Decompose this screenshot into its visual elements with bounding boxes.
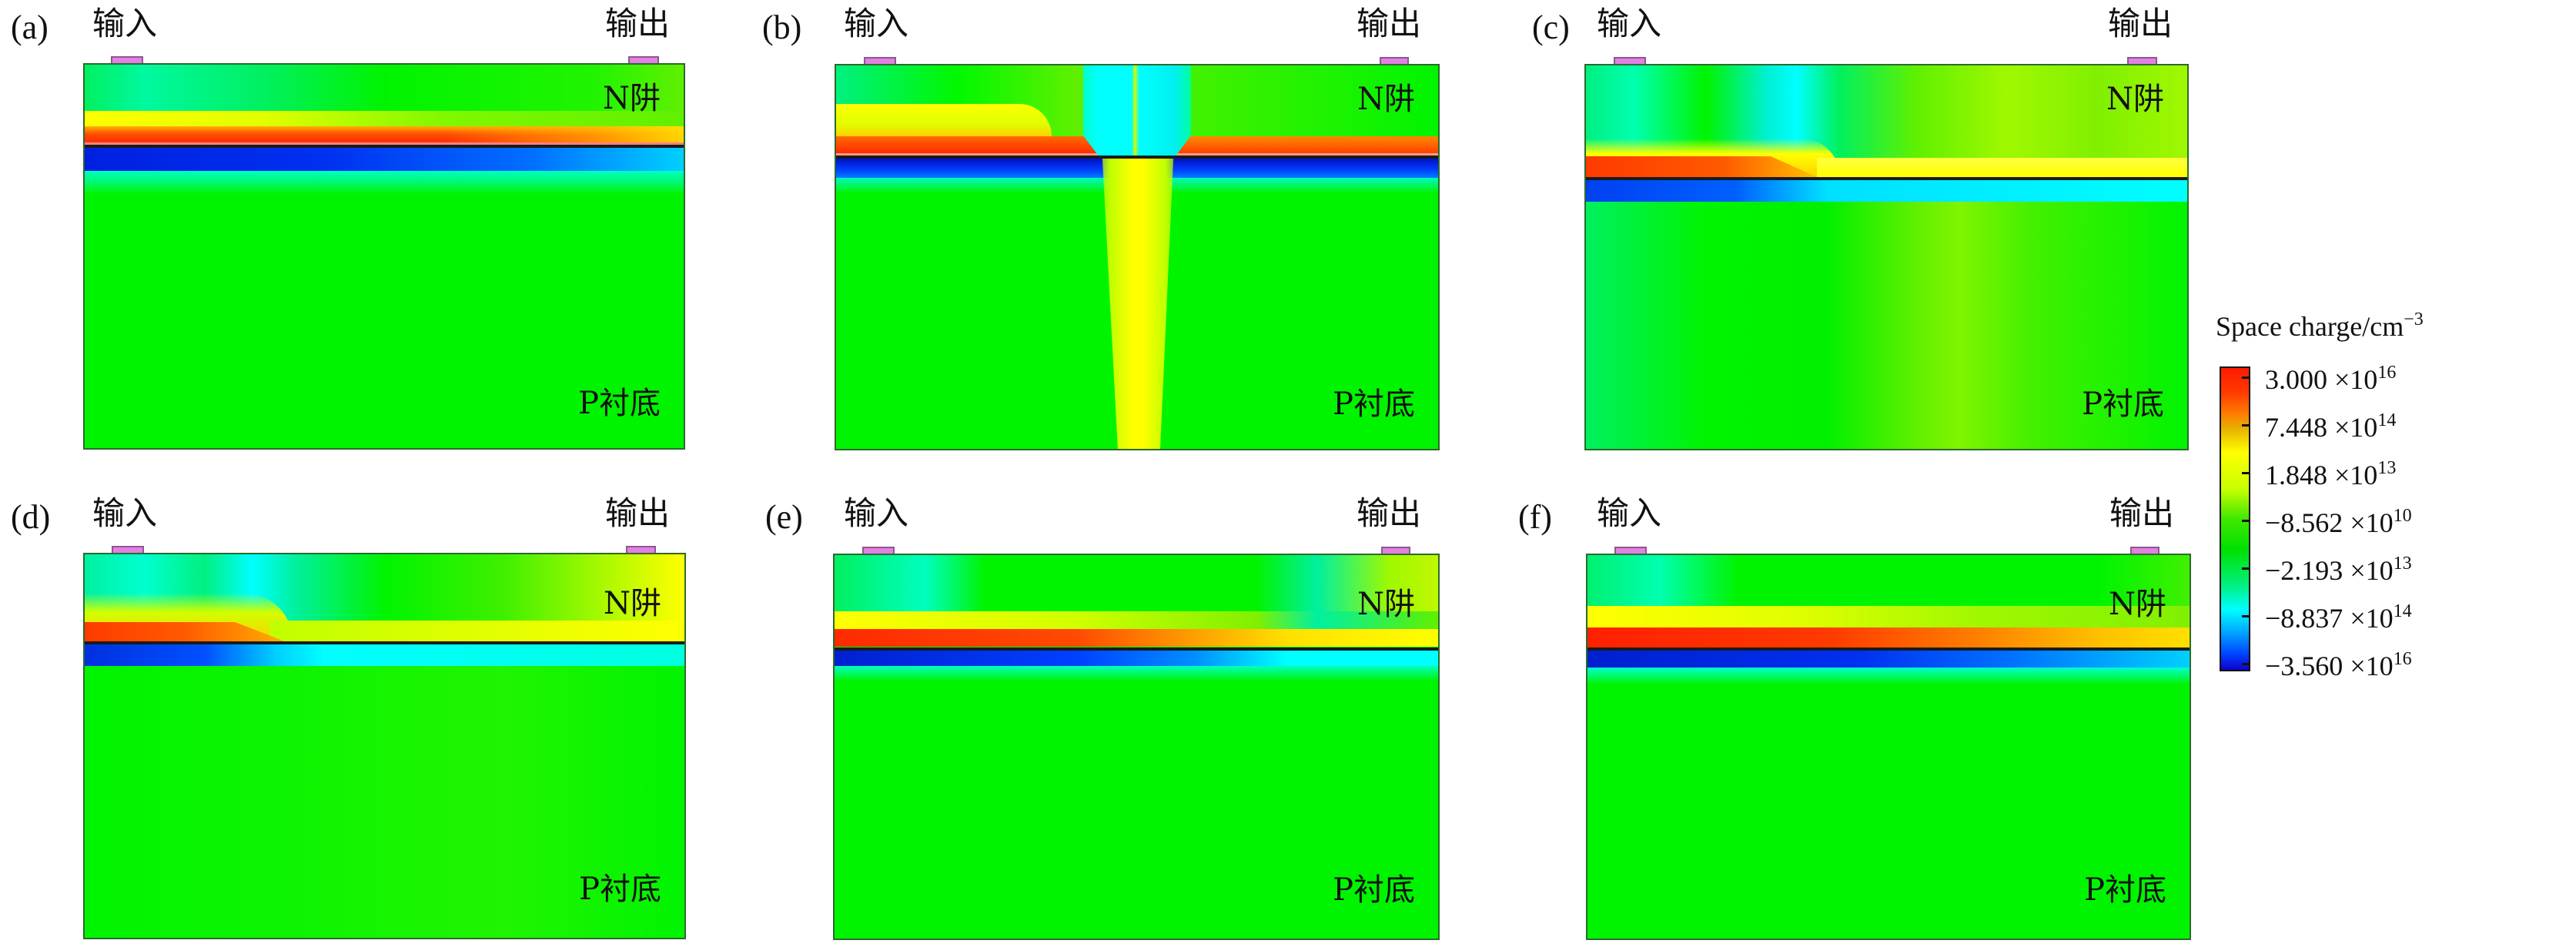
output-label: 输出 [605, 494, 671, 532]
output-label: 输出 [2109, 494, 2175, 532]
input-electrode [1614, 547, 1647, 554]
p-substrate-label: P衬底 [1333, 386, 1415, 422]
pn-junction [1586, 177, 2187, 180]
n-well-label: N阱 [2109, 587, 2166, 622]
n-well-label: N阱 [603, 81, 661, 116]
pn-junction [835, 648, 1438, 651]
panel-label: (a) [11, 8, 49, 46]
panel-label: (d) [11, 498, 51, 536]
input-label: 输入 [92, 494, 158, 532]
colorbar-tick [2242, 520, 2250, 522]
pn-junction [836, 156, 1438, 159]
output-electrode [2127, 57, 2157, 64]
input-electrode [111, 56, 143, 63]
heatmap-plot: N阱 P衬底 [833, 554, 1440, 940]
heatmap-plot: N阱 P衬底 [835, 64, 1440, 450]
ion-track-cone [1102, 159, 1174, 449]
colorbar-label: 1.848 ×1013 [2265, 458, 2397, 490]
input-electrode [1614, 57, 1646, 64]
input-label: 输入 [92, 5, 158, 42]
colorbar-label: −8.837 ×1014 [2265, 601, 2412, 634]
output-electrode [1380, 57, 1409, 64]
n-well-label: N阱 [1357, 587, 1415, 622]
heatmap-plot: N阱 P衬底 [83, 63, 685, 450]
p-substrate-label: P衬底 [578, 386, 661, 421]
heatmap-plot: N阱 P衬底 [83, 553, 686, 939]
output-electrode [626, 546, 656, 553]
colorbar-tick [2242, 424, 2250, 427]
colorbar-tick [2242, 376, 2250, 379]
colorbar-label: −8.562 ×1010 [2265, 506, 2412, 538]
p-substrate-label: P衬底 [579, 872, 661, 907]
colorbar-tick [2242, 472, 2250, 474]
colorbar-tick [2242, 567, 2250, 570]
input-label: 输入 [844, 5, 909, 42]
input-electrode [112, 546, 144, 553]
pn-junction [1587, 648, 2190, 651]
n-well-label: N阱 [2106, 82, 2164, 117]
colorbar-tick [2242, 663, 2250, 665]
output-label: 输出 [1357, 5, 1422, 42]
input-label: 输入 [1597, 494, 1662, 532]
colorbar-title: Space charge/cm−3 [2216, 310, 2424, 342]
n-well-label: N阱 [1357, 82, 1415, 117]
heatmap-plot: N阱 P衬底 [1586, 554, 2191, 940]
input-label: 输入 [844, 494, 909, 532]
panel-label: (b) [762, 8, 802, 46]
output-label: 输出 [605, 5, 671, 42]
output-label: 输出 [1357, 494, 1422, 532]
input-electrode [864, 57, 896, 64]
output-electrode [1381, 547, 1410, 554]
colorbar-tick [2242, 615, 2250, 617]
input-label: 输入 [1597, 5, 1662, 42]
ion-track-column [1083, 65, 1191, 156]
panel-label: (f) [1518, 498, 1552, 536]
panel-label: (e) [765, 498, 803, 536]
p-substrate-label: P衬底 [2084, 872, 2166, 908]
input-electrode [862, 547, 895, 554]
colorbar-label: −2.193 ×1013 [2265, 554, 2412, 586]
output-electrode [2130, 547, 2159, 554]
colorbar-label: 3.000 ×1016 [2265, 363, 2397, 395]
n-well-label: N阱 [604, 586, 661, 621]
output-electrode [628, 56, 659, 63]
output-label: 输出 [2108, 5, 2173, 42]
panel-label: (c) [1532, 8, 1570, 46]
colorbar-label: −3.560 ×1016 [2265, 649, 2412, 681]
p-substrate-label: P衬底 [1333, 872, 1415, 908]
colorbar-gradient [2220, 366, 2250, 671]
pn-junction [85, 641, 684, 644]
p-substrate-label: P衬底 [2082, 386, 2164, 422]
pn-junction [85, 145, 684, 148]
heatmap-plot: N阱 P衬底 [1584, 64, 2189, 450]
colorbar-label: 7.448 ×1014 [2265, 410, 2397, 443]
